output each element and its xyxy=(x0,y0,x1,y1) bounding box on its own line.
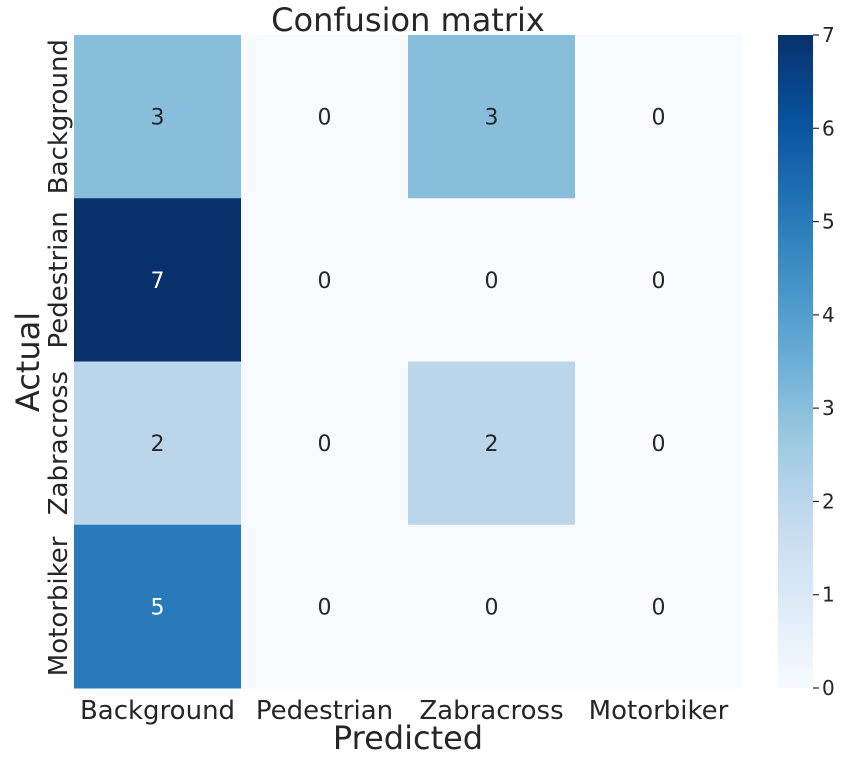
cell-value-label: 0 xyxy=(485,269,499,294)
colorbar-tick-label: 5 xyxy=(822,210,835,234)
cell-value-label: 2 xyxy=(485,432,499,457)
colorbar-tick-label: 0 xyxy=(822,676,835,700)
heatmap-cell xyxy=(575,524,743,689)
cell-value-label: 5 xyxy=(151,595,165,620)
cell-value-label: 0 xyxy=(652,595,666,620)
heatmap-cell xyxy=(408,198,576,362)
x-tick-label: Background xyxy=(80,696,235,726)
heatmap-cell xyxy=(575,361,743,526)
y-axis-label: Actual xyxy=(9,312,47,412)
cell-value-label: 3 xyxy=(485,106,499,131)
colorbar-tick-label: 3 xyxy=(822,396,835,420)
heatmap-cell xyxy=(74,35,242,199)
colorbar-tick-label: 1 xyxy=(822,583,835,607)
colorbar-tick-label: 7 xyxy=(822,23,835,47)
cell-value-label: 0 xyxy=(318,432,332,457)
heatmap-cell xyxy=(408,361,576,526)
heatmap-cells: 3 0 3 0 7 0 0 0 2 0 2 0 5 0 0 0 xyxy=(74,35,743,689)
cell-value-label: 3 xyxy=(151,106,165,131)
cell-value-label: 0 xyxy=(318,106,332,131)
heatmap-cell xyxy=(575,198,743,362)
heatmap-cell xyxy=(241,361,409,526)
x-tick-label: Pedestrian xyxy=(256,696,393,726)
heatmap-cell xyxy=(74,198,242,362)
y-tick-label: Motorbiker xyxy=(44,536,74,676)
x-tick-label: Motorbiker xyxy=(589,696,729,726)
heatmap-cell xyxy=(241,35,409,199)
y-tick-label: Zabracross xyxy=(44,371,74,515)
cell-value-label: 0 xyxy=(318,595,332,620)
x-axis-label: Predicted xyxy=(333,719,483,757)
y-tick-label: Background xyxy=(44,39,74,194)
x-tick-labels: Background Pedestrian Zabracross Motorbiker xyxy=(80,696,729,726)
colorbar-gradient xyxy=(778,35,813,688)
cell-value-label: 7 xyxy=(151,269,165,294)
heatmap-cell xyxy=(74,361,242,526)
cell-value-label: 0 xyxy=(652,269,666,294)
colorbar-tick-label: 6 xyxy=(822,116,835,140)
colorbar: 0 1 2 3 4 5 6 7 xyxy=(778,23,835,700)
heatmap-cell xyxy=(241,524,409,689)
colorbar-tick-label: 2 xyxy=(822,489,835,513)
chart-title: Confusion matrix xyxy=(271,1,545,39)
cell-value-label: 0 xyxy=(652,106,666,131)
heatmap-cell xyxy=(241,198,409,362)
heatmap-cell xyxy=(575,35,743,199)
cell-value-label: 0 xyxy=(652,432,666,457)
cell-value-label: 0 xyxy=(485,595,499,620)
cell-value-label: 2 xyxy=(151,432,165,457)
y-tick-labels: Background Pedestrian Zabracross Motorbiker xyxy=(44,39,74,676)
heatmap-cell xyxy=(74,524,242,689)
x-tick-label: Zabracross xyxy=(419,696,563,726)
colorbar-tick-label: 4 xyxy=(822,303,835,327)
heatmap-cell xyxy=(408,35,576,199)
cell-value-label: 0 xyxy=(318,269,332,294)
heatmap-cell xyxy=(408,524,576,689)
y-tick-label: Pedestrian xyxy=(44,211,74,348)
